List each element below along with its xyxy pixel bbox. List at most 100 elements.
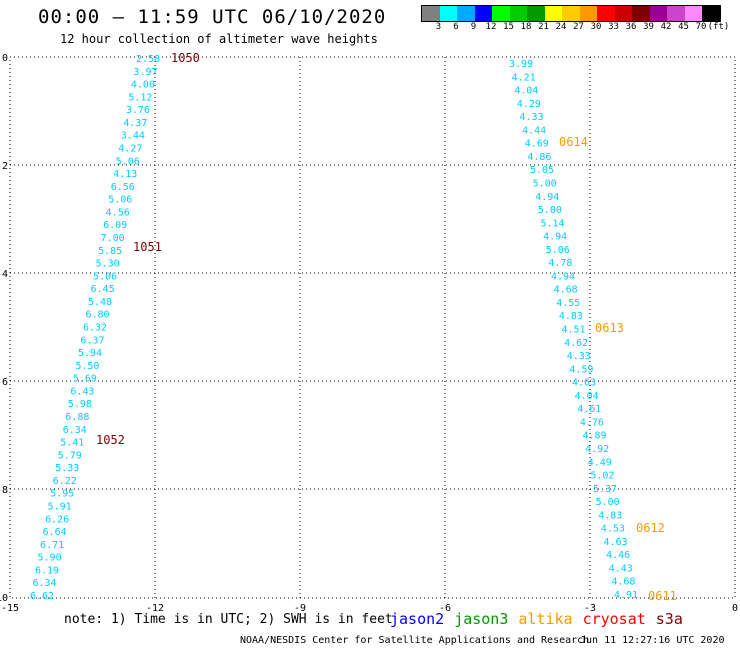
wave-height-label: 4.94	[535, 192, 559, 203]
color-scale-tick-label: 30	[590, 22, 602, 32]
map-frame	[9, 56, 736, 599]
wave-height-label: 6.34	[63, 425, 87, 436]
wave-height-label: 5.37	[593, 484, 617, 495]
wave-height-label: 4.94	[551, 271, 575, 282]
satellite-legend-item: jason3	[454, 610, 509, 628]
wave-height-label: 4.86	[527, 152, 551, 163]
wave-height-label: 4.43	[609, 563, 633, 574]
color-scale-tick-label: 27	[573, 22, 584, 32]
y-tick-label: 0	[2, 53, 8, 64]
wave-height-label: 5.02	[590, 471, 614, 482]
wave-height-label: 4.04	[514, 86, 538, 97]
color-swatch	[579, 6, 597, 21]
satellite-legend-item: altika	[518, 610, 573, 628]
wave-height-label: 5.90	[38, 553, 62, 564]
wave-height-label: 4.63	[603, 537, 627, 548]
color-scale-tick-label: 24	[555, 22, 567, 32]
color-scale-legend	[421, 5, 721, 22]
wave-height-label: 4.59	[569, 364, 593, 375]
x-tick-label: 0	[732, 603, 738, 614]
wave-height-label: 4.04	[575, 391, 599, 402]
wave-height-label: 4.51	[561, 325, 585, 336]
wave-height-label: 5.98	[68, 399, 92, 410]
x-tick-label: -9	[294, 603, 306, 614]
x-tick-label: -3	[584, 603, 596, 614]
x-tick-label: -15	[1, 603, 19, 614]
color-scale-tick-label: 36	[625, 22, 637, 32]
wave-height-label: 5.06	[108, 195, 132, 206]
color-swatch	[597, 6, 615, 21]
color-scale-tick-label: 12	[485, 22, 497, 32]
color-swatch	[649, 6, 667, 21]
wave-height-label: 6.71	[40, 540, 64, 551]
wave-height-label: 5.00	[533, 178, 557, 189]
wave-height-label: 6.37	[80, 335, 104, 346]
wave-height-label: 6.22	[53, 476, 77, 487]
wave-height-label: 4.33	[519, 112, 543, 123]
pass-time-label: 0613	[595, 321, 624, 335]
wave-height-label: 4.44	[522, 125, 546, 136]
wave-height-label: 3.44	[121, 131, 145, 142]
color-swatch	[614, 6, 632, 21]
pass-time-label: 0611	[648, 589, 677, 603]
wave-height-label: 4.56	[106, 207, 130, 218]
wave-height-label: 6.26	[45, 514, 69, 525]
color-swatch	[702, 6, 720, 21]
wave-height-label: 7.00	[101, 233, 125, 244]
pass-time-label: 1050	[171, 51, 200, 65]
wave-height-label: 5.14	[540, 218, 564, 229]
satellite-legend: jason2 jason3 altika cryosat s3a	[390, 610, 693, 628]
color-swatch	[474, 6, 492, 21]
wave-height-label: 5.12	[128, 92, 152, 103]
color-scale-tick-label: (ft)	[707, 22, 730, 32]
color-scale-tick-label: 15	[503, 22, 514, 32]
pass-time-label: 1051	[133, 240, 162, 254]
x-tick-label: -12	[146, 603, 164, 614]
pass-time-label: 0612	[636, 521, 665, 535]
color-scale-tick-label: 39	[643, 22, 654, 32]
wave-height-label: 5.05	[530, 165, 554, 176]
wave-height-label: 6.45	[91, 284, 115, 295]
wave-height-label: 5.00	[538, 205, 562, 216]
wave-height-label: 5.30	[96, 259, 120, 270]
color-scale-labels: 3 6 9 12 15 18 21 24 27 30 33 36 39 42 45 70 (ft)	[421, 22, 740, 34]
wave-height-label: 3.99	[509, 59, 533, 70]
color-scale-tick-label: 3	[435, 22, 442, 32]
color-scale-tick-label: 45	[678, 22, 689, 32]
color-scale-tick-label: 18	[520, 22, 532, 32]
generation-timestamp: Jun 11 12:27:16 UTC 2020	[580, 635, 725, 646]
color-scale-tick-label: 70	[695, 22, 707, 32]
y-tick-label: -2	[0, 161, 8, 172]
wave-height-label: 4.91	[614, 590, 638, 601]
wave-height-label: 5.95	[50, 489, 74, 500]
wave-height-label: 4.62	[564, 338, 588, 349]
y-tick-label: -6	[0, 377, 8, 388]
wave-height-label: 4.21	[512, 72, 536, 83]
y-tick-label: -8	[0, 485, 8, 496]
wave-height-label: 6.43	[70, 386, 94, 397]
wave-height-label: 4.89	[582, 431, 606, 442]
color-scale-tick-label: 9	[470, 22, 477, 32]
wave-height-label: 5.00	[596, 497, 620, 508]
wave-height-label: 6.64	[43, 527, 67, 538]
satellite-legend-item: s3a	[655, 610, 683, 628]
x-tick-label: -6	[439, 603, 451, 614]
satellite-legend-item: jason2	[390, 610, 445, 628]
y-tick-label: -10	[0, 593, 8, 604]
wave-height-label: 3.97	[133, 67, 157, 78]
wave-height-label: 4.49	[588, 457, 612, 468]
wave-height-label: 5.48	[88, 297, 112, 308]
color-swatch	[457, 6, 475, 21]
wave-height-label: 4.13	[113, 169, 137, 180]
wave-height-label: 2.58	[136, 54, 160, 65]
satellite-legend-item: cryosat	[582, 610, 646, 628]
wave-height-label: 4.37	[123, 118, 147, 129]
map-title: 00:00 – 11:59 UTC 06/10/2020	[38, 6, 387, 28]
wave-height-label: 5.79	[58, 450, 82, 461]
color-scale-tick-label: 33	[608, 22, 619, 32]
wave-height-label: 6.88	[65, 412, 89, 423]
wave-height-label: 6.09	[103, 220, 127, 231]
wave-height-label: 4.78	[548, 258, 572, 269]
wave-height-label: 5.06	[93, 271, 117, 282]
